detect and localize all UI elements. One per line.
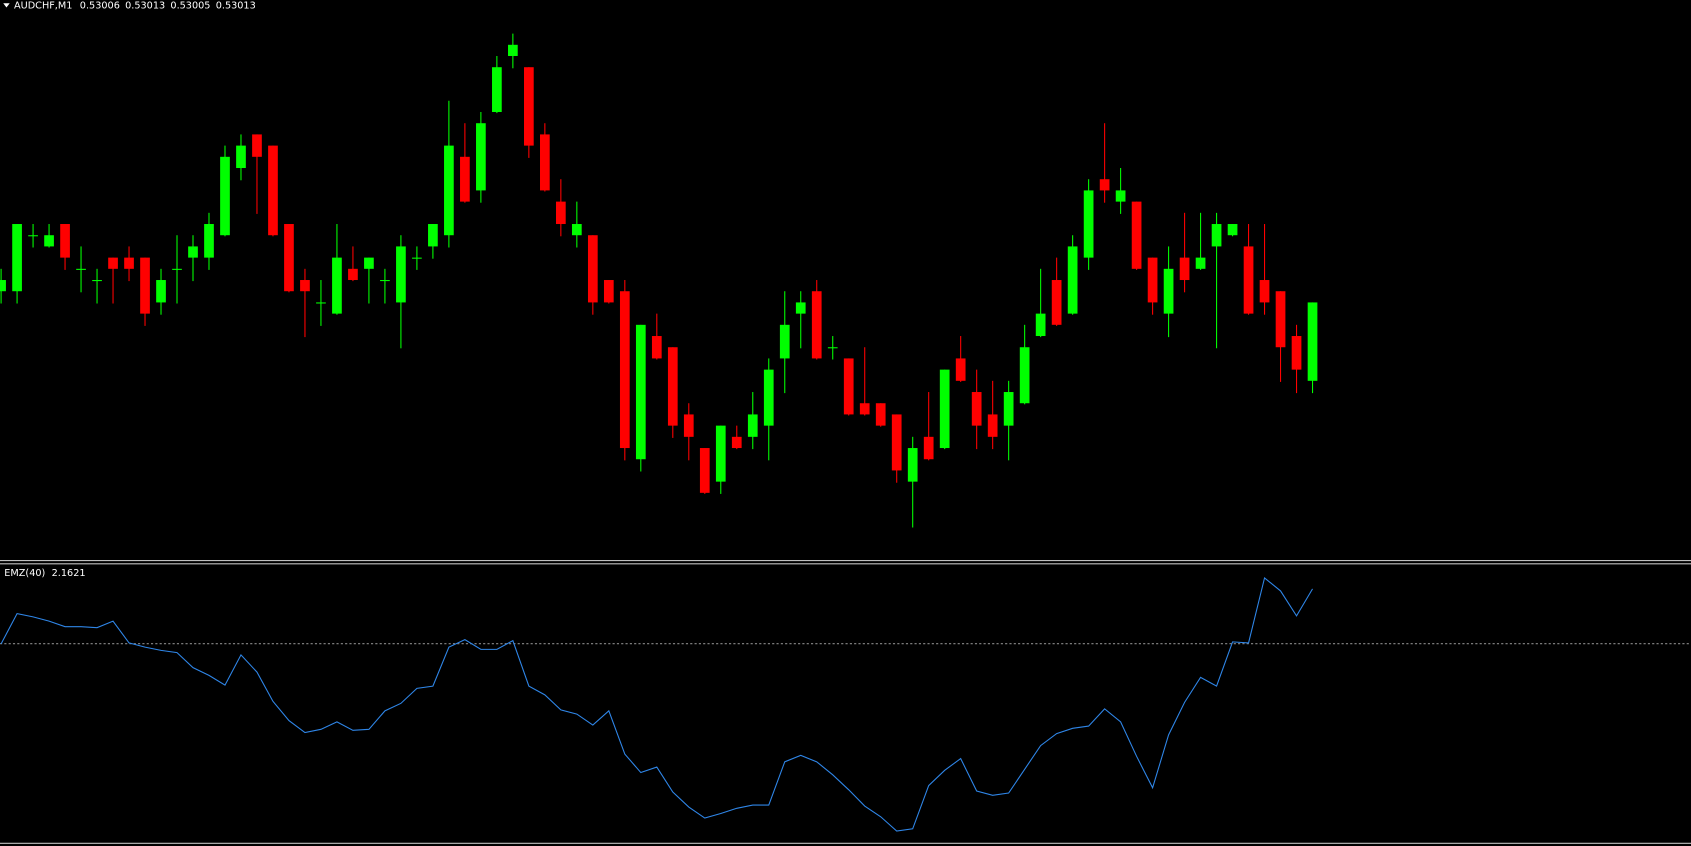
candle-body — [731, 436, 742, 449]
candle-body — [300, 280, 310, 292]
candle-body — [619, 291, 630, 449]
candle-body — [348, 268, 358, 281]
candle-body — [811, 291, 822, 359]
candle-body — [108, 257, 118, 269]
candle-body — [859, 403, 870, 415]
candle-body — [1179, 257, 1190, 281]
candle-body — [955, 358, 966, 381]
candle-body — [875, 403, 886, 426]
candle-body — [603, 280, 614, 303]
indicator-line — [0, 576, 1313, 832]
candle-body — [0, 280, 6, 292]
candle-body — [364, 257, 374, 269]
chart-header: AUDCHF,M1 0.53006 0.53013 0.53005 0.5301… — [14, 0, 256, 11]
candle-body — [971, 392, 982, 426]
candle-body — [555, 201, 566, 225]
candle-body — [1227, 224, 1238, 236]
candle-body — [651, 336, 662, 359]
open-price: 0.53006 — [80, 0, 120, 11]
candle-body — [1131, 201, 1142, 269]
candle-body — [1195, 257, 1206, 269]
candle-body — [428, 224, 438, 247]
candle-body — [1275, 291, 1286, 348]
candle-body — [396, 246, 406, 303]
candle-body — [571, 224, 582, 236]
candle-body — [508, 44, 518, 57]
menu-arrow[interactable] — [3, 3, 10, 8]
candle-body — [1259, 280, 1270, 303]
low-price: 0.53005 — [170, 0, 210, 11]
candle-body — [715, 425, 726, 482]
candle-body — [204, 224, 214, 258]
candle-body — [1147, 257, 1158, 303]
candle-body — [1035, 313, 1046, 337]
candle-body — [1003, 392, 1014, 426]
candle-body — [284, 224, 294, 292]
candle-body — [1163, 268, 1174, 314]
indicator-value: 2.1621 — [52, 568, 86, 579]
candle-body — [1099, 179, 1110, 191]
candle-body — [1211, 224, 1222, 247]
candle-body — [795, 302, 806, 314]
high-price: 0.53013 — [125, 0, 165, 11]
candle-body — [252, 134, 262, 157]
candle-body — [683, 414, 694, 437]
candle-body — [779, 324, 790, 359]
candle-body — [44, 235, 54, 247]
candle-body — [268, 145, 278, 236]
candle-body — [220, 156, 230, 236]
candle-body — [124, 257, 134, 269]
indicator-name: EMZ(40) — [4, 568, 45, 579]
candle-body — [763, 369, 774, 426]
candle-body — [1067, 246, 1078, 314]
candle-body — [699, 448, 710, 493]
candle-body — [1307, 302, 1318, 381]
candle-body — [524, 67, 534, 146]
candle-body — [444, 145, 454, 236]
candle-body — [1291, 336, 1302, 370]
candle-body — [236, 145, 246, 169]
indicator-header: EMZ(40) 2.1621 — [4, 568, 85, 579]
candle-body — [1243, 246, 1254, 314]
candle-body — [476, 123, 486, 191]
candle-body — [156, 280, 166, 303]
candle-body — [1019, 347, 1030, 404]
candle-body — [539, 134, 550, 191]
candle-body — [1083, 190, 1094, 258]
candle-body — [332, 257, 342, 314]
candle-body — [891, 414, 902, 471]
candle-body — [188, 246, 198, 258]
candle-body — [923, 436, 934, 460]
candle-body — [492, 67, 502, 113]
close-price: 0.53013 — [216, 0, 256, 11]
candle-body — [635, 324, 646, 460]
candle-body — [460, 156, 470, 202]
candle-body — [907, 448, 918, 482]
candle-body — [587, 235, 598, 303]
symbol: AUDCHF,M1 — [14, 0, 72, 11]
candle-body — [12, 224, 22, 292]
candle-body — [939, 369, 950, 449]
candle-body — [1051, 280, 1062, 325]
candle-body — [60, 224, 70, 258]
candle-body — [747, 414, 758, 437]
candle-body — [667, 347, 678, 426]
candle-body — [987, 414, 998, 437]
candle-body — [140, 257, 150, 314]
candle-body — [1115, 190, 1126, 202]
candle-body — [843, 358, 854, 415]
